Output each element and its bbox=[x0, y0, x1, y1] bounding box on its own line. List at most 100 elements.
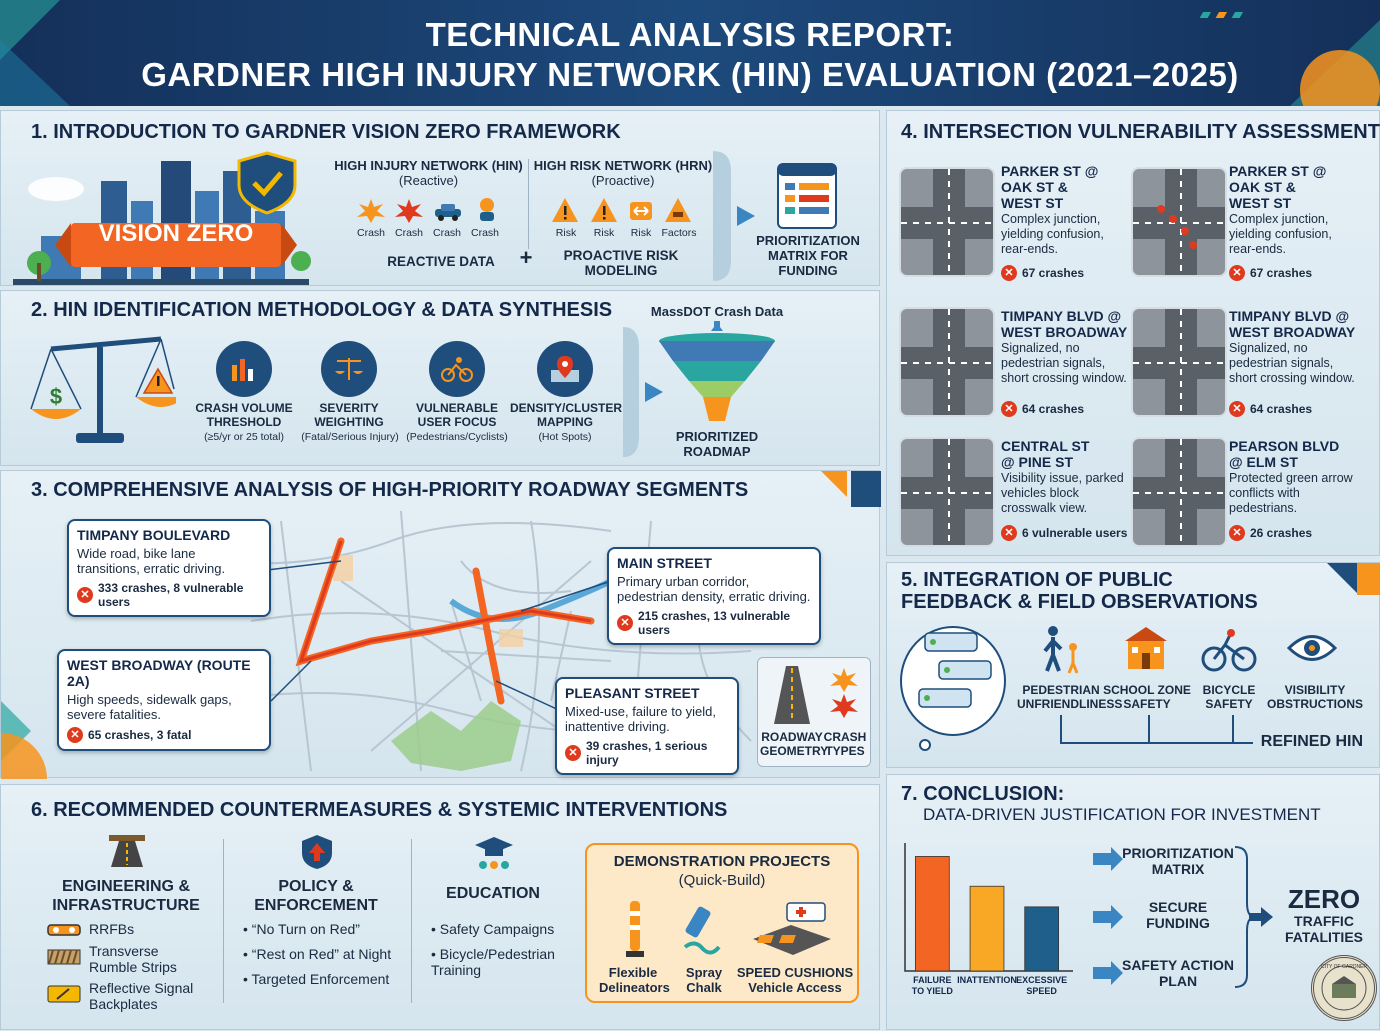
feedback-item-label: PEDESTRIAN UNFRIENDLINESS bbox=[1017, 683, 1123, 711]
conclusion-step: PRIORITIZATION MATRIX bbox=[1122, 845, 1234, 877]
section-title: 4. INTERSECTION VULNERABILITY ASSESSMENT bbox=[901, 121, 1380, 143]
crash-x-icon: ✕ bbox=[1229, 401, 1245, 417]
crash-burst-icon bbox=[395, 199, 423, 223]
countermeasure-category: EDUCATION bbox=[446, 885, 540, 902]
segment-callout-west-broadway[interactable]: WEST BROADWAY (ROUTE 2A) High speeds, si… bbox=[57, 649, 271, 751]
prioritization-matrix-label: PRIORITIZATION MATRIX FOR FUNDING bbox=[756, 233, 860, 278]
countermeasure-category: POLICY & ENFORCEMENT bbox=[254, 878, 378, 914]
intersection-description: Complex junction, yielding confusion, re… bbox=[1001, 212, 1104, 256]
shield-icon bbox=[302, 835, 332, 869]
warning-triangle-icon bbox=[552, 198, 578, 222]
segment-name: PLEASANT STREET bbox=[565, 685, 700, 701]
section-title: 7. CONCLUSION: bbox=[901, 783, 1065, 805]
flow-arrow-icon bbox=[623, 327, 663, 457]
intersection-description: Signalized, no pedestrian signals, short… bbox=[1001, 341, 1127, 385]
hin-icon-label: Crash bbox=[394, 227, 423, 239]
section-title: 5. INTEGRATION OF PUBLIC FEEDBACK & FIEL… bbox=[901, 569, 1258, 613]
intersection-diagram bbox=[899, 167, 995, 277]
hin-title: HIGH INJURY NETWORK (HIN) bbox=[334, 158, 523, 173]
section-public-feedback: 5. INTEGRATION OF PUBLIC FEEDBACK & FIEL… bbox=[886, 562, 1380, 768]
section-introduction: 1. INTRODUCTION TO GARDNER VISION ZERO F… bbox=[0, 110, 880, 286]
intersection-stat-text: 64 crashes bbox=[1250, 402, 1313, 416]
pedestrian-pin-icon bbox=[480, 198, 494, 221]
svg-text:$: $ bbox=[50, 384, 62, 409]
segment-stat-text: 333 crashes, 8 vulnerable users bbox=[98, 581, 244, 609]
bar-chart-icon bbox=[216, 341, 272, 397]
intersection-description: Complex junction, yielding confusion, re… bbox=[1229, 212, 1332, 256]
segment-stat: ✕ 65 crashes, 3 fatal bbox=[67, 727, 261, 743]
road-icon bbox=[109, 835, 145, 867]
header-decoration bbox=[0, 0, 1380, 106]
chart-category-label: INATTENTION bbox=[957, 975, 1017, 985]
segment-callout-main[interactable]: MAIN STREET Primary urban corridor, pede… bbox=[607, 547, 821, 645]
corner-decoration bbox=[1327, 563, 1380, 595]
vision-zero-banner: VISION ZERO bbox=[98, 220, 254, 247]
pedestrian-icon bbox=[1043, 626, 1079, 674]
countermeasure-item: RRFBs bbox=[89, 921, 135, 937]
intersection-description: Signalized, no pedestrian signals, short… bbox=[1229, 341, 1355, 385]
intersection-stat-text: 67 crashes bbox=[1250, 266, 1313, 280]
countermeasure-item: • “Rest on Red” at Night bbox=[243, 946, 392, 962]
segment-description: Mixed-use, failure to yield, inattentive… bbox=[565, 704, 717, 734]
intersection-stat-text: 26 crashes bbox=[1250, 526, 1313, 540]
countermeasure-item-text: “No Turn on Red” bbox=[251, 921, 360, 937]
method-step-sub: (Fatal/Serious Injury) bbox=[301, 431, 399, 443]
seal-emblem-icon bbox=[1321, 965, 1367, 1011]
crash-types-icon bbox=[830, 668, 858, 718]
signal-backplate-icon bbox=[47, 985, 81, 1003]
hin-icon-label: Crash bbox=[356, 227, 385, 239]
report-header: TECHNICAL ANALYSIS REPORT: GARDNER HIGH … bbox=[0, 0, 1380, 106]
segment-callout-pleasant[interactable]: PLEASANT STREET Mixed-use, failure to yi… bbox=[555, 677, 739, 775]
crash-x-icon: ✕ bbox=[1229, 265, 1245, 281]
hrn-subtitle: (Proactive) bbox=[591, 173, 655, 188]
intersection-stat: ✕ 64 crashes bbox=[1229, 401, 1312, 417]
crash-marker-icon bbox=[1157, 205, 1197, 249]
segment-callout-timpany[interactable]: TIMPANY BOULEVARD Wide road, bike lane t… bbox=[67, 519, 271, 617]
hrn-icon-label: Risk bbox=[555, 227, 577, 239]
crash-x-icon: ✕ bbox=[1001, 401, 1017, 417]
crash-burst-icon bbox=[357, 199, 385, 223]
segment-stat: ✕ 215 crashes, 13 vulnerable users bbox=[617, 609, 811, 637]
legend-label: CRASH TYPES bbox=[823, 730, 867, 758]
hrn-icon-label: Factors bbox=[661, 227, 697, 239]
section-title: 6. RECOMMENDED COUNTERMEASURES & SYSTEMI… bbox=[31, 799, 728, 821]
graduation-cap-icon bbox=[475, 837, 513, 869]
section-conclusion: 7. CONCLUSION: DATA-DRIVEN JUSTIFICATION… bbox=[886, 774, 1380, 1030]
method-step-sub: (Pedestrians/Cyclists) bbox=[406, 431, 508, 443]
crash-x-icon: ✕ bbox=[1001, 265, 1017, 281]
rrfb-icon bbox=[47, 924, 81, 936]
intersection-name: TIMPANY BLVD @ WEST BROADWAY bbox=[1229, 308, 1356, 340]
intersection-name: CENTRAL ST @ PINE ST bbox=[1001, 438, 1090, 470]
hrn-icon-label: Risk bbox=[630, 227, 652, 239]
feedback-item-label: BICYCLE SAFETY bbox=[1202, 683, 1256, 711]
intersection-diagram bbox=[1131, 307, 1227, 417]
countermeasure-item: • Targeted Enforcement bbox=[243, 971, 390, 987]
arrow-right-icon bbox=[1249, 907, 1273, 927]
feedback-bubbles-icon bbox=[900, 626, 1006, 751]
car-icon bbox=[435, 204, 461, 221]
segment-name: MAIN STREET bbox=[617, 555, 712, 571]
legend-label: ROADWAY GEOMETRY bbox=[760, 730, 829, 758]
intersection-name: PARKER ST @ OAK ST & WEST ST bbox=[1229, 163, 1327, 211]
prioritized-roadmap-label: PRIORITIZED ROADMAP bbox=[675, 429, 759, 459]
intersection-description: Protected green arrow conflicts with ped… bbox=[1229, 471, 1353, 515]
crash-x-icon: ✕ bbox=[617, 615, 633, 631]
road-geometry-icon bbox=[774, 666, 810, 724]
seal-text: CITY OF GARDNER bbox=[1320, 964, 1368, 970]
crash-x-icon: ✕ bbox=[1229, 525, 1245, 541]
intersection-stat-text: 6 vulnerable users bbox=[1022, 526, 1128, 540]
intersection-name: TIMPANY BLVD @ WEST BROADWAY bbox=[1001, 308, 1128, 340]
hin-hrn-divider bbox=[528, 159, 529, 249]
hrn-icon-label: Risk bbox=[593, 227, 615, 239]
demo-subtitle: (Quick-Build) bbox=[678, 872, 766, 889]
city-seal: CITY OF GARDNER bbox=[1311, 955, 1377, 1021]
segment-stat: ✕ 39 crashes, 1 serious injury bbox=[565, 739, 729, 767]
countermeasure-item: • Safety Campaigns bbox=[431, 921, 555, 937]
goal-subtitle: TRAFFIC FATALITIES bbox=[1284, 913, 1364, 945]
conclusion-step: SAFETY ACTION PLAN bbox=[1121, 957, 1234, 989]
section-title: 2. HIN IDENTIFICATION METHODOLOGY & DATA… bbox=[31, 299, 613, 321]
method-step-sub: (≥5/yr or 25 total) bbox=[204, 431, 284, 443]
scale-icon bbox=[321, 341, 377, 397]
section-intersections: 4. INTERSECTION VULNERABILITY ASSESSMENT… bbox=[886, 110, 1380, 556]
intersection-diagram bbox=[899, 307, 995, 417]
